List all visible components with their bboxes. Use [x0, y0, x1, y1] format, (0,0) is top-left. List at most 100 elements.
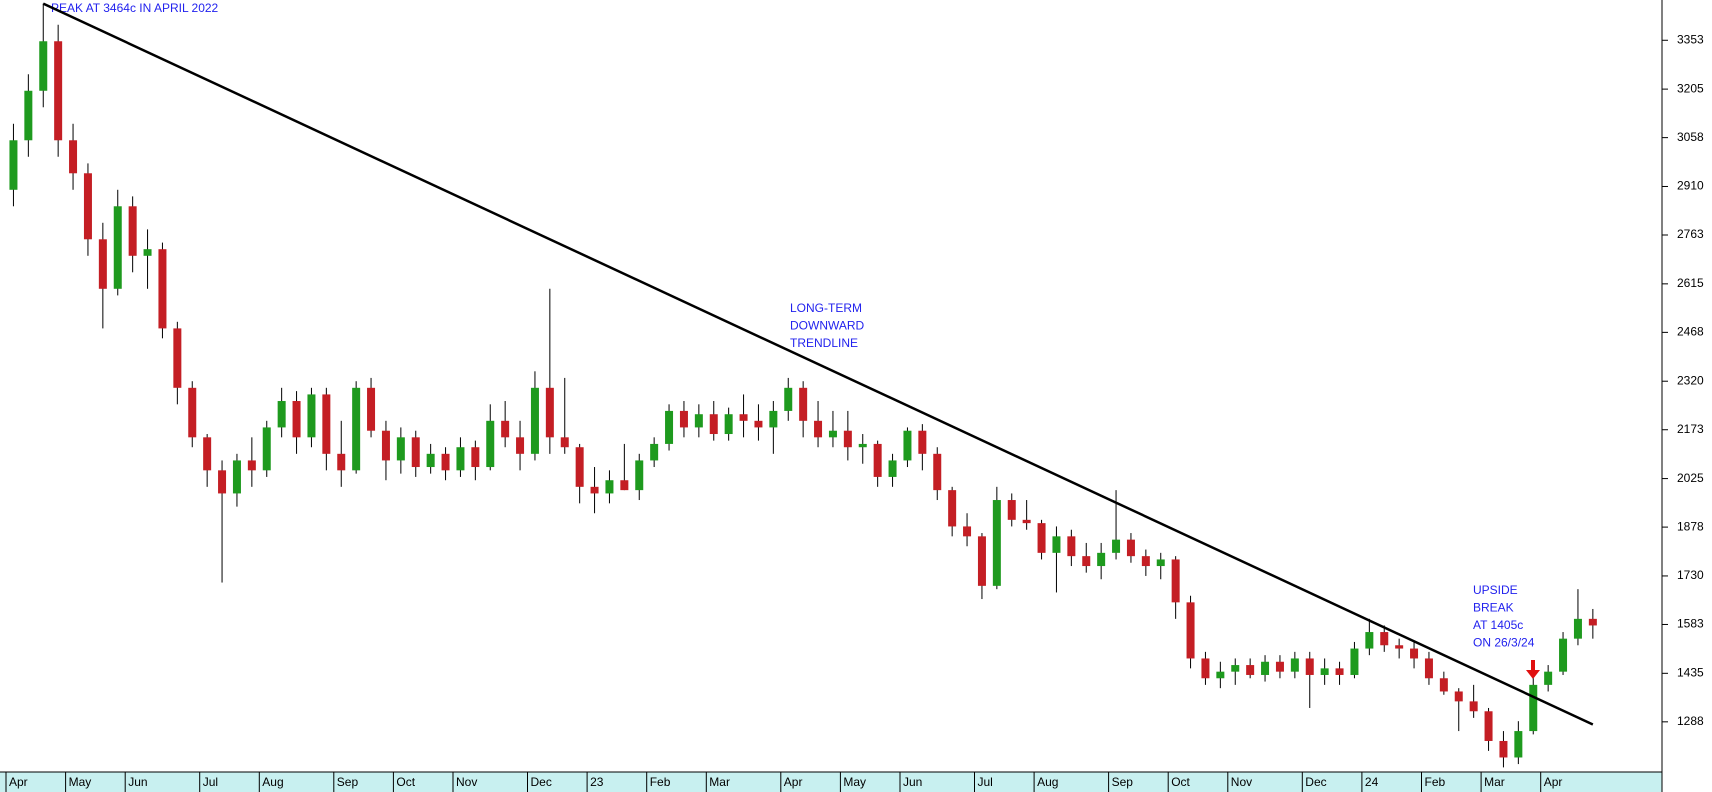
candle-body	[262, 427, 271, 471]
candle-body	[605, 480, 614, 494]
y-tick-label: 2468	[1677, 325, 1704, 339]
y-tick-label: 1878	[1677, 519, 1704, 533]
candle-body	[1246, 665, 1255, 675]
trend-annotation: TRENDLINE	[790, 336, 858, 350]
candle-body	[516, 437, 525, 454]
x-tick-label: Apr	[9, 775, 28, 789]
candle-body	[1365, 632, 1374, 649]
y-tick-label: 3058	[1677, 130, 1704, 144]
candle-body	[858, 443, 867, 448]
candle-body	[247, 460, 256, 471]
x-tick-label: Jul	[978, 775, 993, 789]
x-tick-label: May	[69, 775, 92, 789]
candle-body	[635, 460, 644, 491]
break-arrow	[1526, 660, 1540, 679]
candle-body	[113, 206, 122, 289]
y-tick-label: 1730	[1677, 568, 1704, 582]
candle-body	[501, 420, 510, 438]
candle-body	[1424, 658, 1433, 679]
candle-body	[1544, 671, 1553, 685]
candle-body	[98, 239, 107, 289]
candle-body	[232, 460, 241, 494]
candle-body	[1320, 668, 1329, 675]
candle-body	[471, 447, 480, 468]
candle-body	[843, 430, 852, 448]
y-tick-label: 3205	[1677, 81, 1704, 95]
candle-body	[9, 140, 18, 190]
candle-body	[888, 460, 897, 477]
candle-body	[1112, 539, 1121, 553]
y-tick-label: 3353	[1677, 32, 1704, 46]
x-tick-label: Aug	[262, 775, 283, 789]
candle-body	[977, 536, 986, 586]
candle-body	[1067, 536, 1076, 557]
candle-body	[1171, 559, 1180, 603]
candle-body	[1439, 678, 1448, 692]
candle-body	[1395, 645, 1404, 649]
trend-annotation: DOWNWARD	[790, 319, 865, 333]
y-tick-label: 2910	[1677, 179, 1704, 193]
candle-body	[218, 470, 227, 494]
candle-body	[992, 500, 1001, 586]
x-tick-label: Aug	[1037, 775, 1058, 789]
candle-body	[1529, 684, 1538, 732]
candle-body	[828, 430, 837, 438]
candle-body	[83, 173, 92, 240]
x-tick-label: Mar	[709, 775, 730, 789]
candle-body	[1559, 638, 1568, 672]
candle-body	[1037, 523, 1046, 553]
candle-body	[1514, 731, 1523, 758]
y-tick-label: 2763	[1677, 227, 1704, 241]
candle-body	[575, 447, 584, 487]
candle-body	[769, 410, 778, 428]
candle-body	[799, 387, 808, 421]
candle-body	[426, 453, 435, 468]
x-tick-label: Nov	[456, 775, 477, 789]
x-tick-label: Jun	[903, 775, 922, 789]
candle-body	[1588, 618, 1597, 626]
candle-body	[367, 387, 376, 431]
x-tick-label: Dec	[1305, 775, 1326, 789]
x-tick-label: Dec	[531, 775, 552, 789]
x-tick-label: Feb	[1425, 775, 1446, 789]
candle-body	[1156, 559, 1165, 567]
y-tick-label: 1583	[1677, 617, 1704, 631]
x-tick-label: Sep	[337, 775, 359, 789]
candle-body	[709, 414, 718, 435]
candle-body	[486, 420, 495, 468]
candle-body	[54, 41, 63, 141]
candle-body	[1499, 740, 1508, 758]
candle-body	[1484, 711, 1493, 741]
candle-body	[739, 414, 748, 421]
candle-body	[352, 387, 361, 471]
candle-body	[39, 41, 48, 91]
candle-body	[1082, 556, 1091, 567]
candle-body	[814, 420, 823, 438]
candle-body	[530, 387, 539, 454]
candle-body	[128, 206, 137, 256]
candle-body	[754, 420, 763, 428]
candle-body	[456, 447, 465, 471]
x-tick-label: 23	[590, 775, 604, 789]
y-tick-label: 2173	[1677, 422, 1704, 436]
candle-body	[1186, 602, 1195, 659]
candle-body	[1231, 665, 1240, 672]
y-tick-label: 1288	[1677, 714, 1704, 728]
trendline	[42, 2, 1594, 726]
candle-body	[1201, 658, 1210, 679]
x-tick-label: 24	[1365, 775, 1379, 789]
x-tick-label: Apr	[1544, 775, 1563, 789]
candle-body	[560, 437, 569, 448]
y-tick-label: 1435	[1677, 665, 1704, 679]
candle-body	[441, 453, 450, 471]
candle-body	[620, 480, 629, 491]
x-tick-label: Oct	[1171, 775, 1190, 789]
x-tick-label: Feb	[650, 775, 671, 789]
candle-body	[1007, 500, 1016, 520]
candle-body	[903, 430, 912, 461]
x-tick-label: Nov	[1231, 775, 1252, 789]
candle-body	[188, 387, 197, 438]
y-tick-label: 2320	[1677, 373, 1704, 387]
candle-body	[322, 394, 331, 454]
